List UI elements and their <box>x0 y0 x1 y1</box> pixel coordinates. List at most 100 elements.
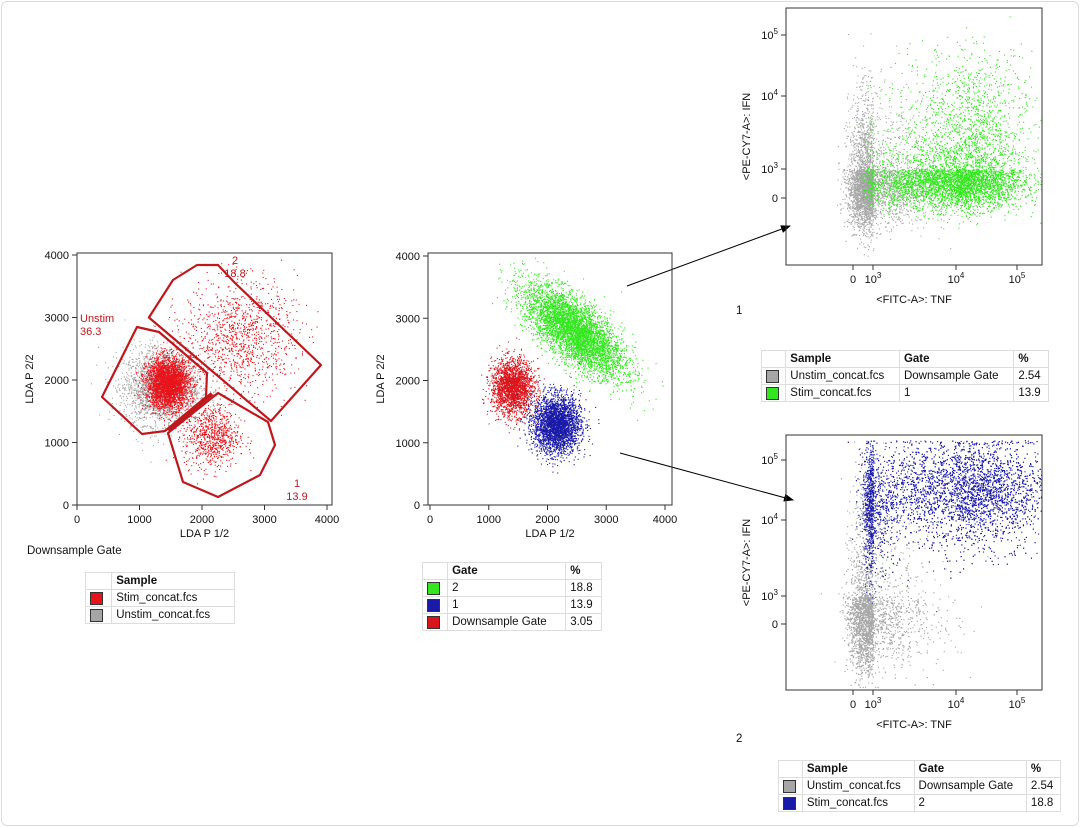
data-point <box>154 345 156 347</box>
data-point <box>153 361 155 363</box>
data-point <box>164 389 166 391</box>
data-point <box>166 342 168 344</box>
data-point <box>178 366 180 368</box>
data-point <box>128 364 130 366</box>
data-point <box>163 393 165 395</box>
data-point <box>161 358 163 360</box>
data-point <box>146 372 148 374</box>
data-point <box>150 389 152 391</box>
data-point <box>179 398 181 400</box>
data-point <box>144 365 146 367</box>
data-point <box>156 365 158 367</box>
data-point <box>156 409 158 411</box>
data-point <box>132 361 134 363</box>
data-point <box>157 383 159 385</box>
data-point <box>105 378 107 380</box>
data-point <box>156 400 158 402</box>
data-point <box>163 385 165 387</box>
data-point <box>144 346 146 348</box>
data-point <box>154 382 156 384</box>
data-point <box>165 362 167 364</box>
data-point <box>173 415 175 417</box>
data-point <box>150 364 152 366</box>
data-point <box>165 378 167 380</box>
data-point <box>188 373 190 375</box>
data-point <box>171 351 173 353</box>
data-point <box>142 408 144 410</box>
data-point <box>159 392 161 394</box>
data-point <box>186 404 188 406</box>
data-point <box>175 406 177 408</box>
data-point <box>163 395 165 397</box>
data-point <box>187 403 189 405</box>
data-point <box>191 388 193 390</box>
data-point <box>158 396 160 398</box>
data-point <box>178 361 180 363</box>
data-point <box>133 431 135 433</box>
data-point <box>119 389 121 391</box>
data-point <box>130 366 132 368</box>
data-point <box>158 367 160 369</box>
data-point <box>172 364 174 366</box>
data-point <box>170 364 172 366</box>
data-point <box>152 407 154 409</box>
data-point <box>181 402 183 404</box>
data-point <box>122 362 124 364</box>
data-point <box>152 406 154 408</box>
data-point <box>145 401 147 403</box>
data-point <box>160 352 162 354</box>
data-point <box>145 394 147 396</box>
data-point <box>156 402 158 404</box>
data-point <box>170 374 172 376</box>
data-point <box>171 405 173 407</box>
data-point <box>140 402 142 404</box>
data-point <box>170 368 172 370</box>
data-point <box>145 418 147 420</box>
data-point <box>180 407 182 409</box>
data-point <box>182 433 184 435</box>
data-point <box>162 355 164 357</box>
data-point <box>152 368 154 370</box>
data-point <box>186 372 188 374</box>
data-point <box>179 386 181 388</box>
data-point <box>173 395 175 397</box>
data-point <box>184 379 186 381</box>
data-point <box>169 406 171 408</box>
data-point <box>162 399 164 401</box>
data-point <box>160 366 162 368</box>
data-point <box>159 368 161 370</box>
data-point <box>175 361 177 363</box>
data-point <box>147 375 149 377</box>
data-point <box>173 383 175 385</box>
data-point <box>166 399 168 401</box>
data-point <box>189 373 191 375</box>
data-point <box>136 395 138 397</box>
data-point <box>151 393 153 395</box>
data-point <box>152 399 154 401</box>
data-point <box>164 396 166 398</box>
data-point <box>142 376 144 378</box>
data-point <box>111 408 113 410</box>
data-point <box>188 400 190 402</box>
data-point <box>168 359 170 361</box>
data-point <box>196 385 198 387</box>
data-point <box>155 374 157 376</box>
data-point <box>153 324 155 326</box>
data-point <box>178 405 180 407</box>
data-point <box>190 403 192 405</box>
data-point <box>155 361 157 363</box>
data-point <box>162 375 164 377</box>
data-point <box>107 367 109 369</box>
data-point <box>191 417 193 419</box>
data-point <box>190 400 192 402</box>
data-point <box>196 384 198 386</box>
data-point <box>175 360 177 362</box>
data-point <box>144 381 146 383</box>
data-point <box>147 389 149 391</box>
data-point <box>181 399 183 401</box>
data-point <box>177 385 179 387</box>
data-point <box>142 405 144 407</box>
data-point <box>188 359 190 361</box>
data-point <box>167 372 169 374</box>
data-point <box>168 389 170 391</box>
